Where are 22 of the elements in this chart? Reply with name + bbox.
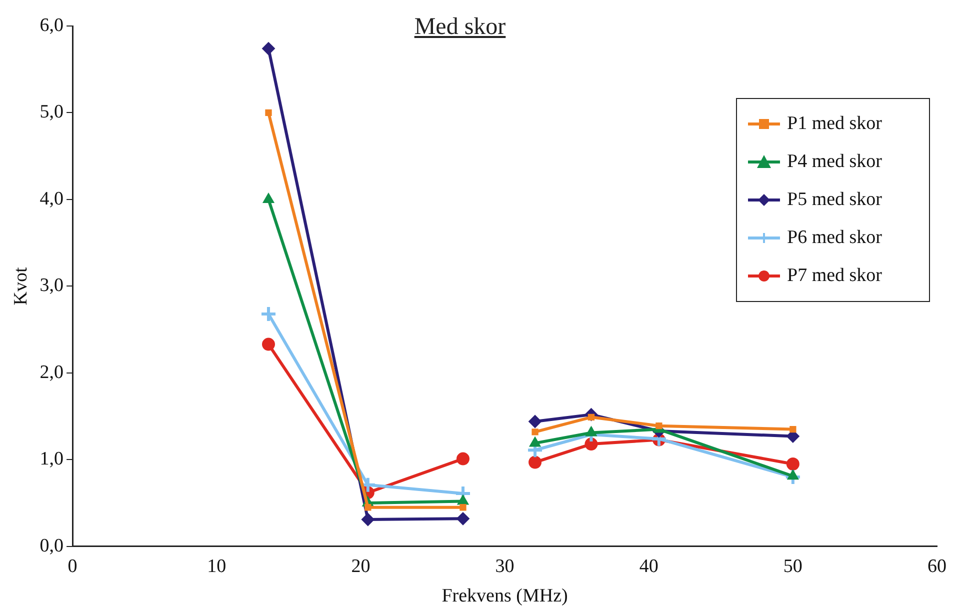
y-tick-label: 5,0 <box>40 102 64 123</box>
legend-label: P6 med skor <box>787 227 882 249</box>
x-axis-title: Frekvens (MHz) <box>442 586 568 607</box>
x-tick-label: 40 <box>639 556 658 577</box>
y-tick-label: 6,0 <box>40 14 64 36</box>
legend-label: P4 med skor <box>787 151 882 173</box>
chart-title: Med skor <box>414 14 506 40</box>
x-tick-label: 30 <box>495 556 514 577</box>
y-axis-title: Kvot <box>10 266 32 306</box>
x-tick-label: 60 <box>928 556 946 577</box>
y-tick-label: 2,0 <box>40 362 64 383</box>
y-tick-label: 0,0 <box>40 535 64 556</box>
x-tick-label: 50 <box>783 556 802 577</box>
legend-label: P5 med skor <box>787 189 882 211</box>
legend-label: P1 med skor <box>787 113 882 135</box>
x-tick-label: 10 <box>207 556 226 577</box>
x-tick-label: 20 <box>351 556 370 577</box>
x-tick-label: 0 <box>68 556 78 577</box>
legend-label: P7 med skor <box>787 265 882 287</box>
y-tick-label: 3,0 <box>40 275 64 296</box>
y-tick-label: 4,0 <box>40 188 64 210</box>
y-tick-label: 1,0 <box>40 448 64 470</box>
